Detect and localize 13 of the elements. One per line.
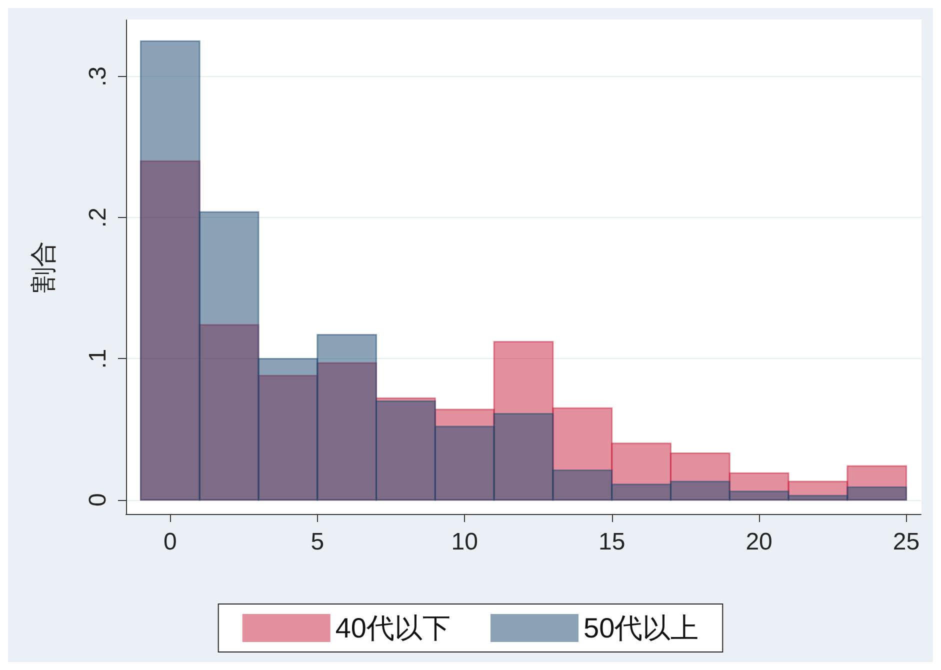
y-tick-label: .3 bbox=[84, 66, 112, 86]
x-tick-label: 10 bbox=[451, 528, 478, 556]
legend-label: 40代以下 bbox=[335, 612, 451, 644]
x-tick-label: 5 bbox=[310, 528, 324, 556]
x-tick-label: 25 bbox=[892, 528, 920, 556]
y-axis-title: 割合 bbox=[28, 241, 58, 293]
y-tick-label: .1 bbox=[84, 348, 112, 369]
y-tick-label: .2 bbox=[84, 208, 112, 228]
x-tick-label: 0 bbox=[163, 528, 177, 556]
x-tick-label: 15 bbox=[598, 528, 626, 556]
y-tick-label: 0 bbox=[84, 493, 112, 507]
x-tick-label: 20 bbox=[746, 528, 772, 556]
legend-label: 50代以上 bbox=[584, 612, 699, 644]
